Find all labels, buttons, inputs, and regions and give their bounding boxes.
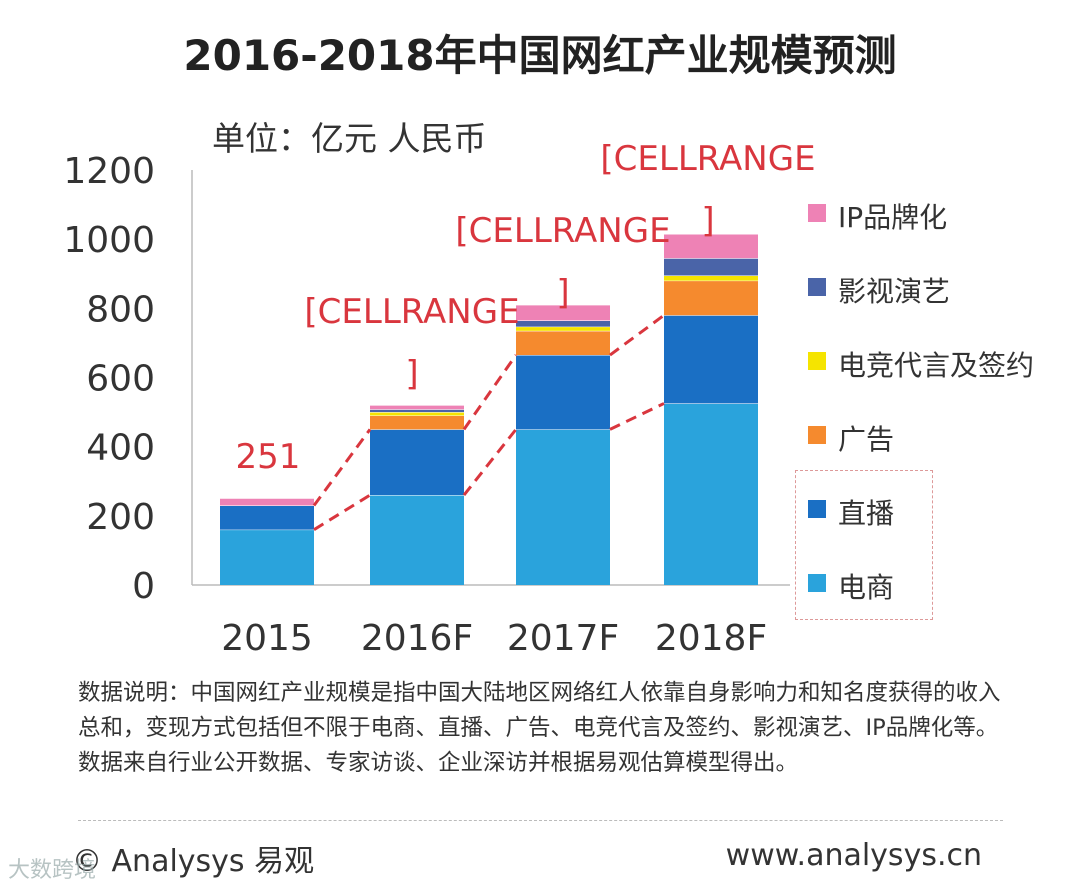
y-tick-label: 800 <box>86 289 155 330</box>
bar-segment <box>370 495 464 585</box>
trend-line-lower <box>313 493 371 531</box>
bar-segment <box>664 233 758 259</box>
stacked-bar-chart: 0 200 400 600 800 1000 1200 2015 2016F 2017F 2018F… <box>63 139 815 659</box>
bar-segment <box>370 412 464 416</box>
legend-label: 直播 <box>838 497 895 530</box>
bar-segment <box>370 409 464 413</box>
total-label: 251 <box>236 437 301 477</box>
legend-swatch <box>808 574 826 592</box>
total-label: [CELLRANGE <box>455 211 670 251</box>
legend-label: IP品牌化 <box>838 201 948 234</box>
x-tick-label: 2018F <box>655 618 767 659</box>
bar-segment <box>664 258 758 276</box>
legend-swatch <box>808 426 826 444</box>
y-tick-label: 1000 <box>63 220 155 261</box>
bar-segment <box>664 403 758 585</box>
legend-swatch <box>808 500 826 518</box>
legend-swatch <box>808 204 826 222</box>
y-tick-label: 600 <box>86 359 155 400</box>
trend-line-upper <box>609 314 665 357</box>
y-tick-label: 1200 <box>63 151 155 192</box>
x-tick-label: 2015 <box>221 618 313 659</box>
legend-frame <box>795 470 933 620</box>
bar-segment <box>370 405 464 410</box>
trend-line-upper <box>462 354 518 431</box>
x-tick-label: 2017F <box>507 618 619 659</box>
total-label: [CELLRANGE <box>600 139 815 179</box>
legend-swatch <box>808 278 826 296</box>
trend-line-lower <box>609 402 665 431</box>
copyright-text: © Analysys 易观 <box>72 844 315 879</box>
bar-segment <box>516 304 610 321</box>
footer-divider <box>78 820 1003 821</box>
bar-segment <box>516 330 610 356</box>
y-tick-label: 400 <box>86 428 155 469</box>
bar-segment <box>516 326 610 331</box>
chart-title: 2016-2018年中国网红产业规模预测 <box>183 31 897 80</box>
bar-segment <box>220 529 314 585</box>
unit-label: 单位：亿元 人民币 <box>212 119 487 158</box>
total-label: ] <box>405 354 418 394</box>
total-label: ] <box>556 273 569 313</box>
bar-segment <box>664 280 758 316</box>
legend-label: 电竞代言及签约 <box>838 349 1035 382</box>
bar-segment <box>220 498 314 506</box>
bar-segment <box>220 505 314 530</box>
bar-segment <box>664 275 758 281</box>
trend-line-lower <box>462 428 518 497</box>
legend-swatch <box>808 352 826 370</box>
bar-segment <box>370 415 464 430</box>
y-tick-label: 0 <box>132 566 155 607</box>
total-label: ] <box>701 201 714 241</box>
bar-segment <box>516 355 610 430</box>
data-note: 数据说明：中国网红产业规模是指中国大陆地区网络红人依靠自身影响力和知名度获得的收… <box>78 680 1001 776</box>
bar-segment <box>516 429 610 585</box>
y-tick-label: 200 <box>86 497 155 538</box>
bar-segment <box>516 320 610 327</box>
website-link[interactable]: www.analysys.cn <box>725 838 982 873</box>
bar-segment <box>664 315 758 404</box>
trend-line-upper <box>312 428 372 507</box>
legend-label: 电商 <box>838 571 895 604</box>
bar-segment <box>370 429 464 496</box>
corner-watermark: 大数跨境 <box>8 858 97 883</box>
total-label: [CELLRANGE <box>304 292 519 332</box>
legend-label: 影视演艺 <box>838 275 951 308</box>
x-tick-label: 2016F <box>361 618 473 659</box>
legend-label: 广告 <box>838 423 895 456</box>
